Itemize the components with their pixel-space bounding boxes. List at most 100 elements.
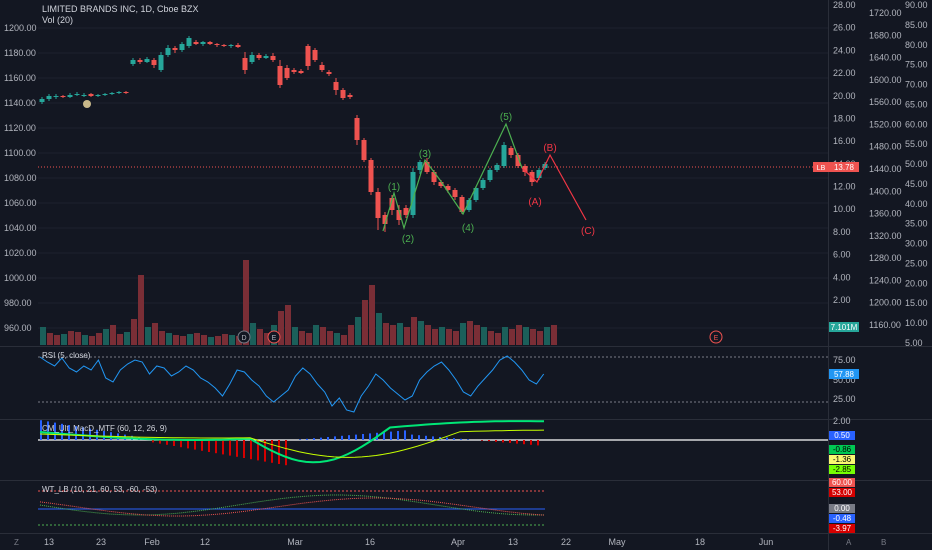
candle-body[interactable] [228, 45, 234, 46]
candle-body[interactable] [235, 45, 241, 47]
candle-body[interactable] [480, 180, 486, 188]
candle-body[interactable] [466, 200, 472, 210]
candle-body[interactable] [284, 68, 290, 78]
candle-body[interactable] [459, 197, 465, 212]
candle-body[interactable] [74, 94, 80, 95]
wt-line-2[interactable] [39, 497, 545, 517]
candle-body[interactable] [536, 170, 542, 178]
auto-scale-button[interactable]: A [846, 538, 852, 547]
candle-body[interactable] [389, 198, 395, 210]
candle-body[interactable] [410, 172, 416, 215]
candle-body[interactable] [333, 82, 339, 90]
candle-body[interactable] [158, 55, 164, 70]
wave-label-4[interactable]: (4) [462, 223, 474, 234]
symbol-title[interactable]: LIMITED BRANDS INC, 1D, Cboe BZX [42, 4, 199, 14]
event-marker-dividend[interactable]: D [237, 330, 251, 344]
corrective-wave-line[interactable] [521, 153, 587, 221]
candle-body[interactable] [473, 188, 479, 200]
candle-body[interactable] [354, 118, 360, 140]
candle-body[interactable] [256, 55, 262, 58]
timezone-icon[interactable]: Z [14, 538, 19, 547]
candle-body[interactable] [123, 92, 129, 93]
candle-body[interactable] [214, 44, 220, 45]
candle-body[interactable] [109, 93, 115, 94]
candle-body[interactable] [39, 99, 45, 102]
candle-body[interactable] [375, 192, 381, 218]
candle-body[interactable] [326, 72, 332, 74]
candle-body[interactable] [508, 148, 514, 155]
candle-body[interactable] [242, 58, 248, 70]
wt-title[interactable]: WT_LB (10, 21, 60, 53, -60, -53) [42, 485, 158, 494]
settings-button[interactable]: B [881, 538, 886, 547]
candle-body[interactable] [291, 70, 297, 72]
candle-body[interactable] [193, 42, 199, 44]
candle-body[interactable] [494, 165, 500, 170]
candle-body[interactable] [179, 44, 185, 50]
right-axis-b-tick: 40.00 [905, 199, 928, 209]
candle-body[interactable] [312, 50, 318, 60]
candle-body[interactable] [116, 92, 122, 93]
candle-body[interactable] [522, 166, 528, 172]
candle-body[interactable] [88, 94, 94, 96]
candle-body[interactable] [298, 71, 304, 73]
rsi-title[interactable]: RSI (5, close) [42, 351, 91, 360]
candle-body[interactable] [102, 94, 108, 95]
macd-title[interactable]: CM_Ult_MacD_MTF (60, 12, 26, 9) [42, 424, 167, 433]
candle-body[interactable] [417, 162, 423, 170]
candle-body[interactable] [53, 96, 59, 97]
candle-body[interactable] [144, 59, 150, 62]
wave-label-a[interactable]: (A) [528, 197, 541, 208]
candle-body[interactable] [368, 160, 374, 192]
candle-body[interactable] [424, 162, 430, 172]
macd-fast-line[interactable] [39, 420, 545, 464]
wave-label-2[interactable]: (2) [402, 234, 414, 245]
candle-body[interactable] [396, 210, 402, 220]
candle-body[interactable] [200, 42, 206, 44]
dividend-marker[interactable] [83, 100, 91, 108]
impulse-wave-line[interactable] [382, 122, 523, 232]
candle-body[interactable] [172, 48, 178, 50]
rsi-line[interactable] [39, 355, 545, 413]
candle-body[interactable] [382, 215, 388, 224]
candle-body[interactable] [445, 186, 451, 190]
candle-body[interactable] [151, 60, 157, 65]
candle-body[interactable] [487, 170, 493, 180]
candle-body[interactable] [130, 60, 136, 64]
candle-body[interactable] [165, 48, 171, 55]
wave-label-1[interactable]: (1) [388, 182, 400, 193]
candle-body[interactable] [207, 42, 213, 44]
candle-body[interactable] [46, 96, 52, 99]
candle-body[interactable] [263, 56, 269, 58]
candle-body[interactable] [221, 45, 227, 46]
candle-body[interactable] [403, 208, 409, 215]
candle-body[interactable] [347, 95, 353, 97]
candle-body[interactable] [501, 145, 507, 166]
volume-title[interactable]: Vol (20) [42, 15, 74, 25]
candle-body[interactable] [515, 155, 521, 166]
candle-body[interactable] [277, 66, 283, 85]
wave-label-c[interactable]: (C) [581, 226, 595, 237]
wt-line-1[interactable] [39, 494, 545, 516]
event-marker-earnings-upcoming[interactable]: E [709, 330, 723, 344]
candle-body[interactable] [270, 56, 276, 60]
candle-body[interactable] [81, 95, 87, 96]
candle-body[interactable] [431, 172, 437, 182]
candle-body[interactable] [340, 90, 346, 98]
candle-body[interactable] [137, 60, 143, 62]
wave-label-3[interactable]: (3) [419, 149, 431, 160]
candle-body[interactable] [67, 95, 73, 97]
event-marker-earnings[interactable]: E [267, 330, 281, 344]
candle-body[interactable] [186, 38, 192, 46]
macd-signal-line[interactable] [39, 429, 545, 458]
wave-label-5[interactable]: (5) [500, 112, 512, 123]
candle-body[interactable] [60, 96, 66, 97]
candle-body[interactable] [95, 95, 101, 96]
candle-body[interactable] [305, 46, 311, 66]
candle-body[interactable] [319, 65, 325, 70]
wave-label-b[interactable]: (B) [543, 143, 556, 154]
candle-body[interactable] [361, 140, 367, 160]
candle-body[interactable] [249, 55, 255, 62]
candle-body[interactable] [452, 190, 458, 197]
candle-body[interactable] [438, 182, 444, 186]
